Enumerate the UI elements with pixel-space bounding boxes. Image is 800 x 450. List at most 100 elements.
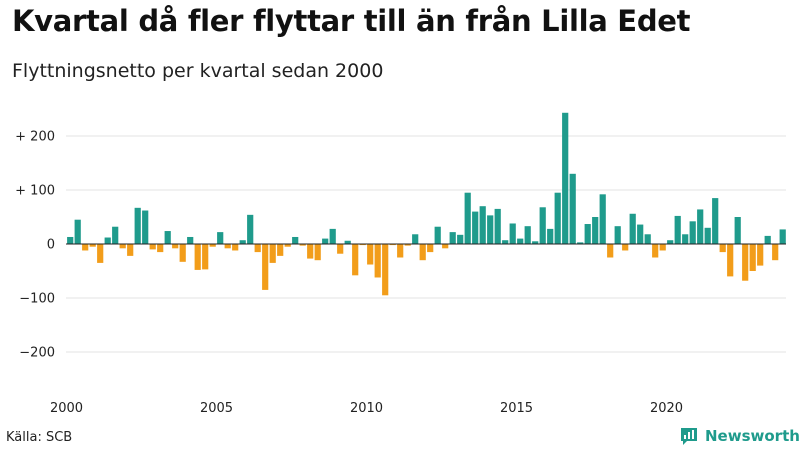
bar [74,219,81,244]
bar [314,244,321,261]
bar [82,244,89,251]
bar [277,244,284,256]
x-tick-label: 2010 [350,401,383,416]
bar [172,244,179,249]
bar [239,240,246,244]
bar [164,231,171,244]
bar [509,223,516,244]
bar [149,244,156,250]
bar [674,215,681,244]
bar [209,244,216,247]
bar [254,244,261,253]
bar [284,244,291,247]
bar [487,215,494,244]
bar [344,240,351,244]
y-tick-label: −100 [19,292,55,307]
bar [419,244,426,261]
bar [479,206,486,244]
y-tick-label: + 200 [15,130,55,145]
bar [112,226,119,244]
bar [779,229,786,244]
bar [464,192,471,244]
x-tick-label: 2005 [200,401,233,416]
bar [667,240,674,244]
bar [104,237,111,244]
bar [307,244,314,259]
bar [472,211,479,244]
brand-name: Newsworthy [705,427,800,445]
bar [389,244,396,246]
bar [217,232,224,244]
bar [262,244,269,290]
bar [652,244,659,258]
bar [629,213,636,244]
bar [427,244,434,253]
chart-title: Kvartal då fler flyttar till än från Lil… [12,4,691,38]
bar [689,221,696,244]
bar [764,235,771,244]
y-tick-label: −200 [19,346,55,361]
bar [697,209,704,244]
bar [742,244,749,281]
bar [704,227,711,244]
x-tick-label: 2000 [50,401,83,416]
source-note: Källa: SCB [6,430,73,445]
bar [719,244,726,253]
bar [434,226,441,244]
bar [524,226,531,244]
bar [494,208,501,244]
bar [412,234,419,244]
bar [187,236,194,244]
bar [622,244,629,251]
newsworthy-logo-icon [681,428,697,445]
bar [562,112,569,244]
y-tick-label: + 100 [15,184,55,199]
bar [554,192,561,244]
bar [502,240,509,244]
x-tick-label: 2015 [500,401,533,416]
bar [547,228,554,244]
bar [584,224,591,244]
bar [382,244,389,296]
bar [337,244,344,254]
bar [637,224,644,244]
bar [352,244,359,276]
bar [449,232,456,244]
bar [89,244,96,247]
bar [727,244,734,277]
bar [224,244,231,249]
bar [292,236,299,244]
bar [569,173,576,244]
bar [712,198,719,244]
bar [119,244,126,249]
bar [322,238,329,244]
bar [659,244,666,251]
bar [607,244,614,258]
bar [599,194,606,244]
axes: + 200 + 100 0 −100 −200 2000 2005 2010 2015 2020 [15,130,786,416]
bar [67,236,74,244]
bar [374,244,381,278]
y-tick-label: 0 [47,238,55,253]
bar [157,244,164,253]
bar [749,244,756,271]
bar [682,234,689,244]
bar [97,244,104,263]
bar [457,234,464,244]
bar [757,244,764,266]
bar [359,244,366,246]
bar [127,244,134,256]
grid-lines [66,135,786,353]
bar [142,210,149,244]
chart-subtitle: Flyttningsnetto per kvartal sedan 2000 [12,60,384,82]
bar [299,244,306,246]
bars [67,112,786,296]
bar [772,244,779,261]
bar [134,207,141,244]
x-tick-label: 2020 [650,401,683,416]
bar [247,214,254,244]
bar [532,241,539,244]
bar [644,234,651,244]
bar [592,217,599,244]
